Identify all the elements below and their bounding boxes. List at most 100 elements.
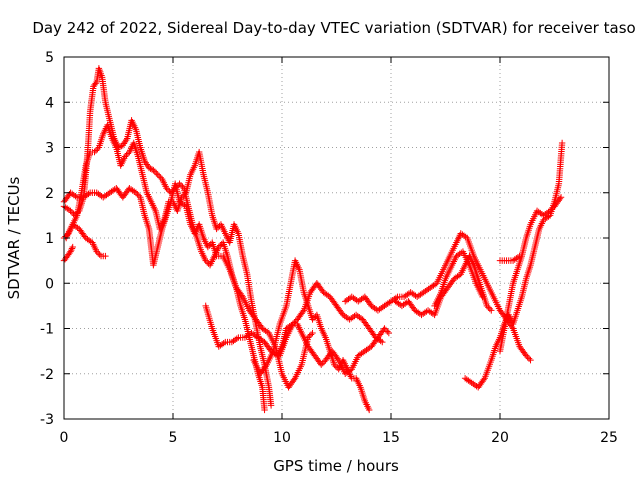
data-point [68,209,76,216]
data-point [147,165,154,172]
series-trace-11 [431,248,486,310]
gridlines [64,57,609,419]
series-trace-14 [496,252,523,264]
series-trace-2 [60,121,275,409]
data-point [546,207,554,215]
y-tick-label: 0 [45,276,54,292]
data-point [385,329,393,337]
data-point [480,376,487,383]
data-point [69,243,76,251]
data-point [68,246,75,254]
data-point [116,143,124,150]
data-point [307,331,315,338]
y-tick-label: -3 [40,412,54,428]
data-point [479,293,486,301]
data-point [203,258,211,266]
data-point [384,328,391,335]
series-trace-3 [60,180,316,391]
data-point [556,195,564,202]
data-point [145,164,153,172]
data-point [91,148,98,156]
data-point [93,248,100,255]
data-point [371,332,378,340]
data-point [449,277,457,284]
data-point [524,353,531,361]
data-point [331,361,338,368]
data-point [525,355,533,362]
data-point [94,145,101,153]
data-point [309,329,316,337]
data-point [319,287,326,294]
series-trace-4 [62,221,109,260]
data-point [134,191,141,198]
y-tick-label: -2 [40,367,54,383]
data-point [121,153,129,160]
data-point [382,326,390,334]
data-point [319,359,326,367]
x-tick-label: 15 [382,430,400,446]
data-point [67,248,74,255]
series-trace-12 [461,139,566,391]
y-axis-label: SDTVAR / TECUs [5,176,23,299]
data-point [96,251,103,258]
data-point [306,332,313,340]
x-tick-label: 0 [60,430,69,446]
data-point [81,233,88,240]
data-point [157,174,164,181]
data-point [92,80,99,87]
data-point [527,356,534,364]
series-trace-13 [496,194,565,355]
y-tick-label: 4 [45,95,54,111]
data-point [289,320,297,328]
data-point [177,182,185,189]
data-point [486,305,494,313]
data-point [123,151,130,159]
x-tick-label: 5 [169,430,178,446]
data-point [488,307,495,314]
data-point [318,361,325,368]
data-point [366,406,373,414]
data-point [94,249,102,257]
data-point [410,305,418,313]
data-point [181,191,188,198]
data-point [290,376,298,383]
data-point [262,363,269,370]
data-point [206,242,213,249]
chart-title: Day 242 of 2022, Sidereal Day-to-day VTE… [32,19,635,37]
data-point [291,319,298,326]
data-point [266,346,274,353]
data-point [310,314,318,322]
y-tick-label: 1 [45,231,54,247]
series-trace-5 [60,243,76,264]
data-point [379,338,386,346]
data-point [485,304,492,311]
data-point [215,243,222,251]
x-tick-label: 20 [491,430,509,446]
series-trace-9 [342,230,534,364]
data-point [299,308,306,316]
data-point [557,194,565,201]
data-point [132,189,140,196]
data-point [483,302,491,310]
data-point [548,206,555,213]
data-point [155,172,163,180]
data-point [267,402,275,409]
data-point [204,243,212,251]
data-point [381,325,388,332]
data-point [214,224,222,231]
data-point [367,301,374,308]
data-point [304,334,312,341]
data-point [309,316,316,323]
data-point [338,310,346,317]
data-point [213,225,220,233]
data-point [151,168,159,175]
y-tick-label: -1 [40,322,54,338]
data-point [202,257,209,264]
series-trace-6 [202,302,393,377]
data-point [154,171,161,178]
axis-ticks: 0 5 10 15 20 25 -3 -2 -1 0 1 2 3 4 5 [40,50,618,446]
data-point [92,147,100,154]
data-point [68,245,76,252]
data-point [67,207,74,215]
